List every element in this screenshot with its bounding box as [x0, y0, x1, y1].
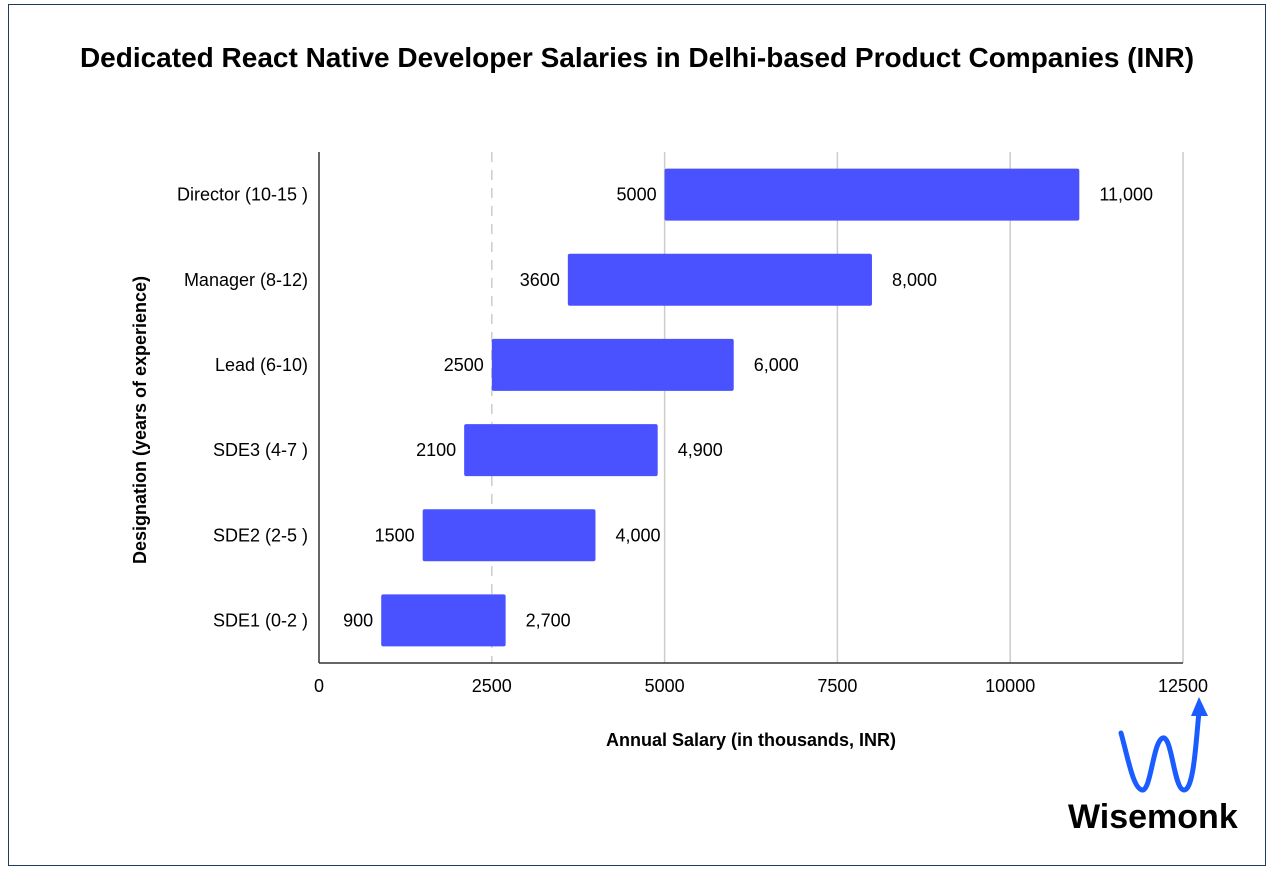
chart-title: Dedicated React Native Developer Salarie…	[79, 42, 1195, 73]
wisemonk-logo-icon	[1118, 697, 1208, 793]
bar	[381, 594, 506, 647]
min-value-label: 1500	[375, 525, 415, 545]
category-label: SDE3 (4-7 )	[213, 440, 308, 460]
bar	[464, 424, 658, 477]
x-tick-label: 12500	[1158, 676, 1208, 696]
bars	[381, 168, 1080, 647]
max-value-label: 8,000	[892, 270, 937, 290]
max-value-label: 6,000	[754, 355, 799, 375]
category-label: Lead (6-10)	[215, 355, 308, 375]
x-tick-label: 10000	[985, 676, 1035, 696]
max-value-label: 11,000	[1099, 185, 1153, 205]
category-label: Director (10-15 )	[177, 185, 308, 205]
x-axis-title: Annual Salary (in thousands, INR)	[606, 730, 896, 750]
category-label: Manager (8-12)	[184, 270, 308, 290]
min-value-label: 5000	[617, 185, 657, 205]
category-label: SDE2 (2-5 )	[213, 525, 308, 545]
y-axis-title: Designation (years of experience)	[130, 276, 150, 564]
max-value-label: 4,000	[615, 525, 660, 545]
max-value-label: 2,700	[526, 610, 571, 630]
gridlines	[491, 152, 1184, 663]
category-label: SDE1 (0-2 )	[213, 610, 308, 630]
min-value-label: 900	[343, 610, 373, 630]
max-value-label: 4,900	[678, 440, 723, 460]
x-tick-label: 7500	[817, 676, 857, 696]
x-tick-label: 0	[314, 676, 324, 696]
x-tick-label: 5000	[645, 676, 685, 696]
bar	[664, 168, 1080, 221]
min-value-label: 2100	[416, 440, 456, 460]
bar	[491, 338, 734, 391]
x-tick-label: 2500	[472, 676, 512, 696]
min-value-label: 3600	[520, 270, 560, 290]
bar	[422, 509, 596, 562]
wisemonk-logo-text: Wisemonk	[1068, 798, 1238, 836]
bar	[567, 253, 872, 306]
labels: 0 2500 5000 7500 10000 12500 Director (10-15 )…	[177, 185, 1208, 696]
min-value-label: 2500	[444, 355, 484, 375]
